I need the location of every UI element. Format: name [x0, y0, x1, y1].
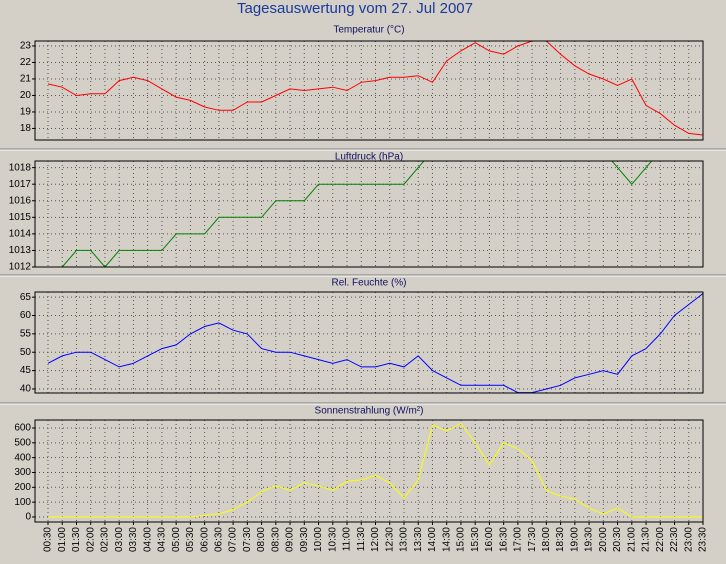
y-tick-label: 22: [20, 57, 32, 68]
page-title: Tagesauswertung vom 27. Jul 2007: [237, 0, 473, 17]
y-tick-label: 50: [20, 347, 32, 358]
y-tick-label: 60: [20, 310, 32, 321]
data-line: [47, 41, 703, 136]
x-tick-label: 07:00: [228, 527, 239, 552]
y-tick-label: 1013: [9, 245, 32, 256]
x-tick-label: 19:30: [584, 527, 595, 552]
x-tick-label: 04:00: [142, 527, 153, 552]
y-tick-label: 1017: [9, 179, 32, 190]
y-tick-label: 400: [14, 452, 31, 463]
y-tick-label: 1014: [9, 229, 32, 240]
x-tick-label: 19:00: [569, 527, 580, 552]
plot-border: [34, 291, 704, 394]
x-tick-label: 00:30: [43, 527, 54, 552]
x-tick-label: 16:30: [498, 527, 509, 552]
x-tick-label: 21:30: [641, 527, 652, 552]
x-tick-label: 01:00: [57, 527, 68, 552]
y-tick-label: 55: [20, 329, 32, 340]
x-tick-label: 02:30: [100, 527, 111, 552]
x-tick-label: 17:30: [527, 527, 538, 552]
data-line: [61, 161, 653, 267]
plot-border: [34, 160, 704, 268]
x-tick-label: 03:00: [114, 527, 125, 552]
data-line: [48, 422, 703, 518]
x-tick-label: 14:30: [441, 527, 452, 552]
x-tick-label: 07:30: [242, 527, 253, 552]
y-tick-label: 1012: [9, 262, 32, 273]
y-tick-label: 1015: [9, 212, 32, 223]
x-tick-label: 02:00: [85, 527, 96, 552]
x-tick-label: 11:30: [356, 527, 367, 552]
y-tick-label: 21: [20, 74, 32, 85]
x-tick-label: 23:30: [698, 527, 709, 552]
x-tick-label: 03:30: [128, 527, 139, 552]
x-tick-label: 09:00: [285, 527, 296, 552]
x-tick-label: 22:00: [655, 527, 666, 552]
chart-title: Temperatur (°C): [333, 25, 404, 36]
x-tick-label: 06:00: [199, 527, 210, 552]
x-tick-label: 06:30: [214, 527, 225, 552]
x-tick-label: 12:00: [370, 527, 381, 552]
chart-title: Rel. Feuchte (%): [331, 278, 406, 289]
plot-border: [34, 40, 704, 141]
y-tick-label: 18: [20, 123, 32, 134]
y-tick-label: 19: [20, 107, 32, 118]
x-tick-label: 15:30: [470, 527, 481, 552]
x-tick-label: 04:30: [157, 527, 168, 552]
y-tick-label: 1016: [9, 195, 32, 206]
data-line: [47, 293, 703, 393]
x-tick-label: 05:30: [185, 527, 196, 552]
y-tick-label: 500: [14, 437, 31, 448]
chart-title: Sonnenstrahlung (W/m²): [315, 406, 424, 417]
plot-border: [34, 419, 704, 523]
y-tick-label: 200: [14, 482, 31, 493]
x-tick-label: 13:00: [399, 527, 410, 552]
y-tick-label: 300: [14, 467, 31, 478]
y-tick-label: 65: [20, 292, 32, 303]
x-tick-label: 09:30: [299, 527, 310, 552]
x-tick-label: 20:00: [598, 527, 609, 552]
y-tick-label: 20: [20, 90, 32, 101]
x-tick-label: 22:30: [669, 527, 680, 552]
x-tick-label: 18:00: [541, 527, 552, 552]
x-tick-label: 01:30: [71, 527, 82, 552]
x-tick-label: 14:00: [427, 527, 438, 552]
x-tick-label: 17:00: [513, 527, 524, 552]
x-tick-label: 11:00: [342, 527, 353, 552]
y-tick-label: 1018: [9, 162, 32, 173]
chart-title: Luftdruck (hPa): [335, 152, 403, 163]
y-tick-label: 100: [14, 497, 31, 508]
x-tick-label: 08:30: [270, 527, 281, 552]
x-tick-label: 10:30: [327, 527, 338, 552]
x-tick-label: 20:30: [612, 527, 623, 552]
x-tick-label: 10:00: [313, 527, 324, 552]
x-tick-label: 23:00: [683, 527, 694, 552]
y-tick-label: 600: [14, 423, 31, 434]
x-tick-label: 15:00: [456, 527, 467, 552]
x-tick-label: 08:00: [256, 527, 267, 552]
x-tick-label: 18:30: [555, 527, 566, 552]
y-tick-label: 45: [20, 365, 32, 376]
x-tick-label: 21:00: [626, 527, 637, 552]
x-tick-label: 05:00: [171, 527, 182, 552]
y-tick-label: 40: [20, 384, 32, 395]
x-tick-label: 12:30: [384, 527, 395, 552]
x-tick-label: 13:30: [413, 527, 424, 552]
y-tick-label: 23: [20, 41, 32, 52]
y-tick-label: 0: [25, 512, 31, 523]
x-tick-label: 16:00: [484, 527, 495, 552]
